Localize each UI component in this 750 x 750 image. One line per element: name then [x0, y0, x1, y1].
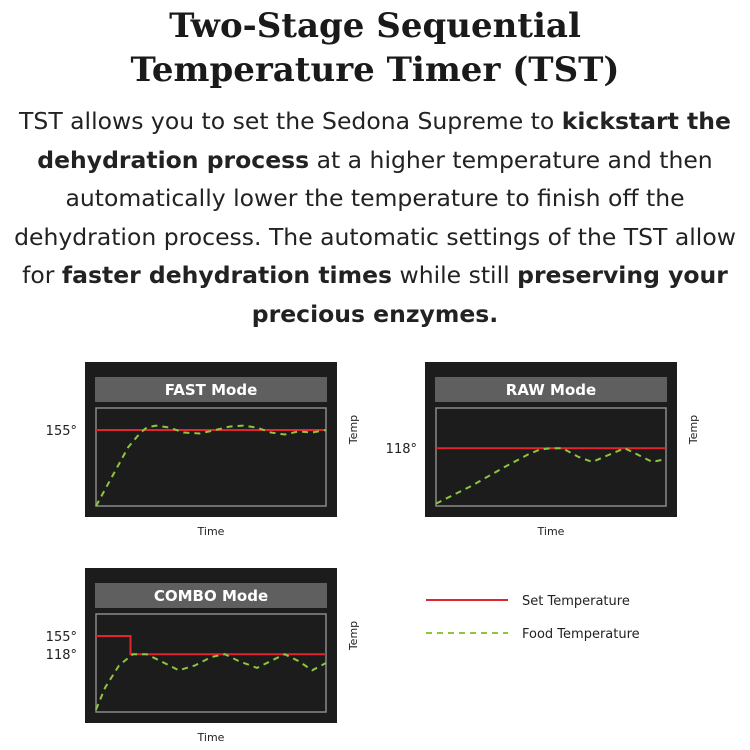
- legend-set-label: Set Temperature: [522, 594, 630, 609]
- fast-plot-frame: [95, 407, 327, 507]
- fast-title-bar: [95, 377, 327, 402]
- combo-mode-chart: COMBO Mode 155° 118° Time Temp: [46, 568, 360, 744]
- intro-bold-1: kickstart the dehydration process: [37, 107, 731, 174]
- combo-y-axis-label: Temp: [347, 621, 360, 651]
- combo-x-axis-label: Time: [197, 731, 225, 744]
- raw-x-axis-label: Time: [537, 525, 565, 538]
- combo-chart-title: COMBO Mode: [154, 587, 268, 605]
- fast-chart-title: FAST Mode: [165, 381, 258, 399]
- raw-food-temperature-line: [435, 447, 667, 505]
- raw-mode-chart: RAW Mode 118° Time Temp: [386, 362, 700, 538]
- intro-bold-2: faster dehydration times: [61, 261, 393, 289]
- combo-title-bar: [95, 583, 327, 608]
- fast-food-temperature-line: [95, 424, 327, 507]
- raw-y-axis-label: Temp: [687, 415, 700, 445]
- raw-tick-label-0: 118°: [386, 442, 417, 457]
- intro-bold-3: preserving your precious enzymes.: [251, 261, 728, 328]
- fast-tick-label-0: 155°: [46, 424, 77, 439]
- fast-mode-chart: FAST Mode 155° Time Temp: [46, 362, 360, 538]
- fast-x-axis-label: Time: [197, 525, 225, 538]
- intro-text-2: at a higher temperature and then automat…: [14, 145, 736, 290]
- title-line-2: Temperature Timer (TST): [130, 50, 620, 90]
- intro-paragraph: TST allows you to set the Sedona Supreme…: [4, 102, 746, 333]
- combo-tick-label-1: 118°: [46, 648, 77, 663]
- raw-title-bar: [435, 377, 667, 402]
- fast-y-axis-label: Temp: [347, 415, 360, 445]
- combo-tick-label-0: 155°: [46, 630, 77, 645]
- combo-set-temperature-line: [96, 635, 326, 656]
- page-title: Two-Stage Sequential Temperature Timer (…: [0, 4, 750, 92]
- intro-text-1: TST allows you to set the Sedona Supreme…: [19, 107, 562, 135]
- raw-plot-frame: [435, 407, 667, 507]
- title-line-1: Two-Stage Sequential: [169, 6, 581, 46]
- legend-food-label: Food Temperature: [522, 627, 640, 642]
- raw-chart-title: RAW Mode: [506, 381, 596, 399]
- chart-legend: Set Temperature Food Temperature: [426, 594, 640, 642]
- intro-text-3: while still: [392, 261, 518, 289]
